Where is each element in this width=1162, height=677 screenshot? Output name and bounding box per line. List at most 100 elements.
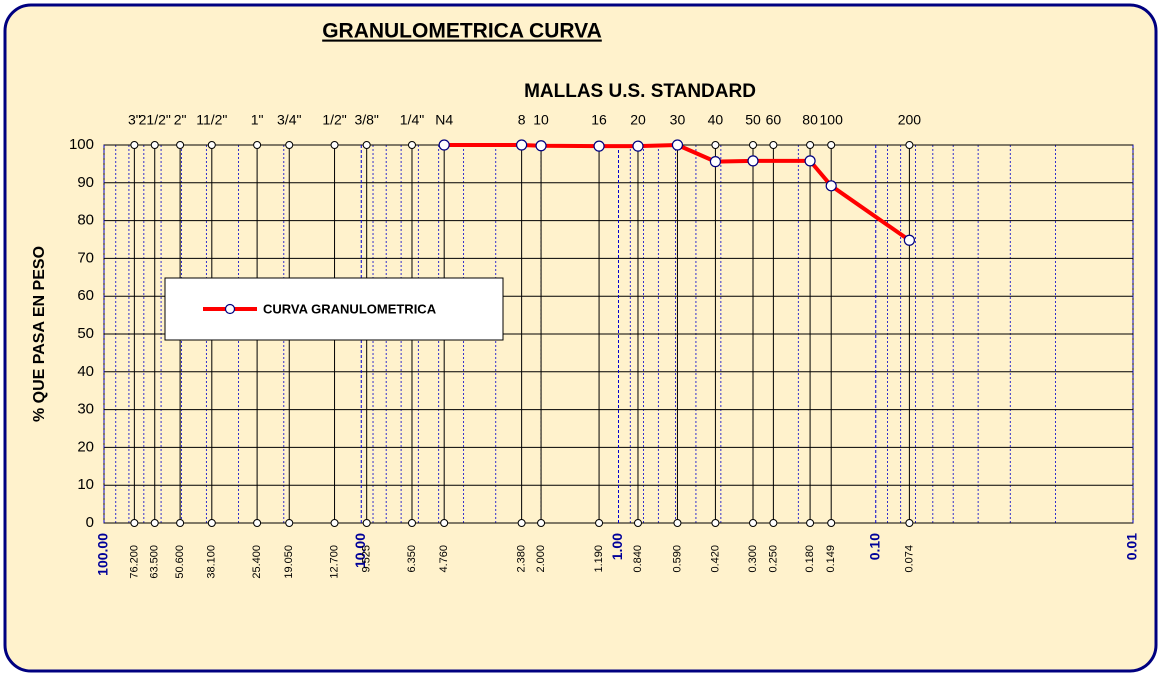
curve-point: [535, 140, 547, 152]
sieve-marker: [176, 141, 185, 149]
curve-point: [516, 139, 528, 151]
sieve-marker: [407, 519, 416, 527]
sieve-marker: [711, 141, 720, 149]
sieve-label: 1": [251, 112, 264, 128]
sieve-marker: [711, 519, 720, 527]
opening-label: 0.074: [903, 545, 915, 573]
opening-label: 9.525: [361, 545, 373, 573]
opening-label: 63.500: [149, 545, 161, 579]
curve-point: [438, 139, 450, 151]
opening-label: 19.050: [283, 545, 295, 579]
sieve-marker: [769, 141, 778, 149]
sieve-marker: [806, 141, 815, 149]
chart-title: GRANULOMETRICA CURVA: [322, 20, 602, 43]
sieve-marker: [285, 519, 294, 527]
opening-label: 0.840: [632, 545, 644, 573]
x-tick-label: 10.00: [352, 533, 368, 568]
sieve-label: 16: [591, 112, 607, 128]
sieve-marker: [806, 519, 815, 527]
y-axis-label: % QUE PASA EN PESO: [31, 246, 48, 422]
sieve-marker: [207, 141, 216, 149]
sieve-label: 200: [898, 112, 922, 128]
x-tick-label: 100.00: [95, 533, 111, 576]
y-tick-label: 0: [86, 514, 94, 531]
sieve-label: 1/4": [400, 112, 424, 128]
curve-point: [747, 155, 759, 167]
x-tick-label: 0.10: [866, 533, 882, 560]
sieve-marker: [285, 141, 294, 149]
sieve-label: 40: [708, 112, 724, 128]
sieve-marker: [253, 519, 262, 527]
curve-point: [903, 234, 915, 246]
sieve-label: 3/4": [277, 112, 301, 128]
opening-label: 4.760: [438, 545, 450, 573]
opening-label: 1.190: [593, 545, 605, 573]
sieve-label: 8: [518, 112, 526, 128]
sieve-label: 1/2": [322, 112, 346, 128]
sieve-label: 100: [820, 112, 844, 128]
sieve-marker: [330, 141, 339, 149]
sieve-marker: [150, 141, 159, 149]
sieve-marker: [827, 519, 836, 527]
curve-point: [671, 139, 684, 151]
y-tick-label: 100: [69, 136, 94, 153]
opening-label: 0.149: [825, 545, 837, 573]
x-tick-label: 0.01: [1124, 533, 1140, 560]
opening-label: 0.420: [709, 545, 721, 573]
y-tick-label: 30: [77, 401, 94, 418]
sieve-marker: [150, 519, 159, 527]
sieve-label: 2": [174, 112, 187, 128]
sieve-marker: [207, 519, 216, 527]
legend-label: CURVA GRANULOMETRICA: [263, 301, 437, 316]
sieve-label: 30: [670, 112, 686, 128]
curve-point: [825, 180, 837, 192]
sieve-marker: [362, 141, 371, 149]
y-tick-label: 40: [77, 363, 94, 380]
curve-point: [632, 140, 644, 152]
opening-label: 0.300: [747, 545, 759, 573]
opening-label: 0.590: [671, 545, 683, 573]
sieve-marker: [407, 141, 416, 149]
sieve-marker: [595, 519, 604, 527]
sieve-marker: [362, 519, 371, 527]
x-tick-label: 1.00: [609, 533, 625, 560]
opening-label: 25.400: [251, 545, 263, 579]
sieve-marker: [905, 519, 914, 527]
sieve-marker: [253, 141, 262, 149]
y-tick-label: 80: [77, 212, 94, 229]
y-tick-label: 10: [77, 476, 94, 493]
sieve-label: 20: [630, 112, 646, 128]
opening-label: 50.600: [174, 545, 186, 579]
sieve-label: 3/8": [354, 112, 378, 128]
legend-marker: [224, 303, 236, 315]
sieve-label: 60: [766, 112, 782, 128]
curve-point: [709, 156, 722, 168]
y-tick-label: 90: [77, 174, 94, 191]
sieve-marker: [537, 519, 546, 527]
sieve-marker: [176, 519, 185, 527]
y-tick-label: 20: [77, 438, 94, 455]
sieve-label: 50: [745, 112, 761, 128]
opening-label: 76.200: [128, 545, 140, 579]
chart-subtitle: MALLAS U.S. STANDARD: [524, 81, 756, 102]
sieve-marker: [130, 519, 139, 527]
opening-label: 2.380: [516, 545, 528, 573]
sieve-marker: [749, 141, 758, 149]
y-tick-label: 50: [77, 325, 94, 342]
sieve-marker: [330, 519, 339, 527]
sieve-label: 80: [802, 112, 818, 128]
sieve-label: N4: [435, 112, 453, 128]
sieve-marker: [633, 519, 642, 527]
sieve-marker: [440, 519, 449, 527]
opening-label: 0.180: [804, 545, 816, 573]
sieve-marker: [517, 519, 526, 527]
sieve-marker: [673, 519, 682, 527]
opening-label: 2.000: [535, 545, 547, 573]
sieve-label: 11/2": [196, 112, 227, 128]
sieve-marker: [827, 141, 836, 149]
y-tick-label: 60: [77, 287, 94, 304]
opening-label: 6.350: [406, 545, 418, 573]
curve-point: [804, 155, 816, 167]
sieve-marker: [905, 141, 914, 149]
